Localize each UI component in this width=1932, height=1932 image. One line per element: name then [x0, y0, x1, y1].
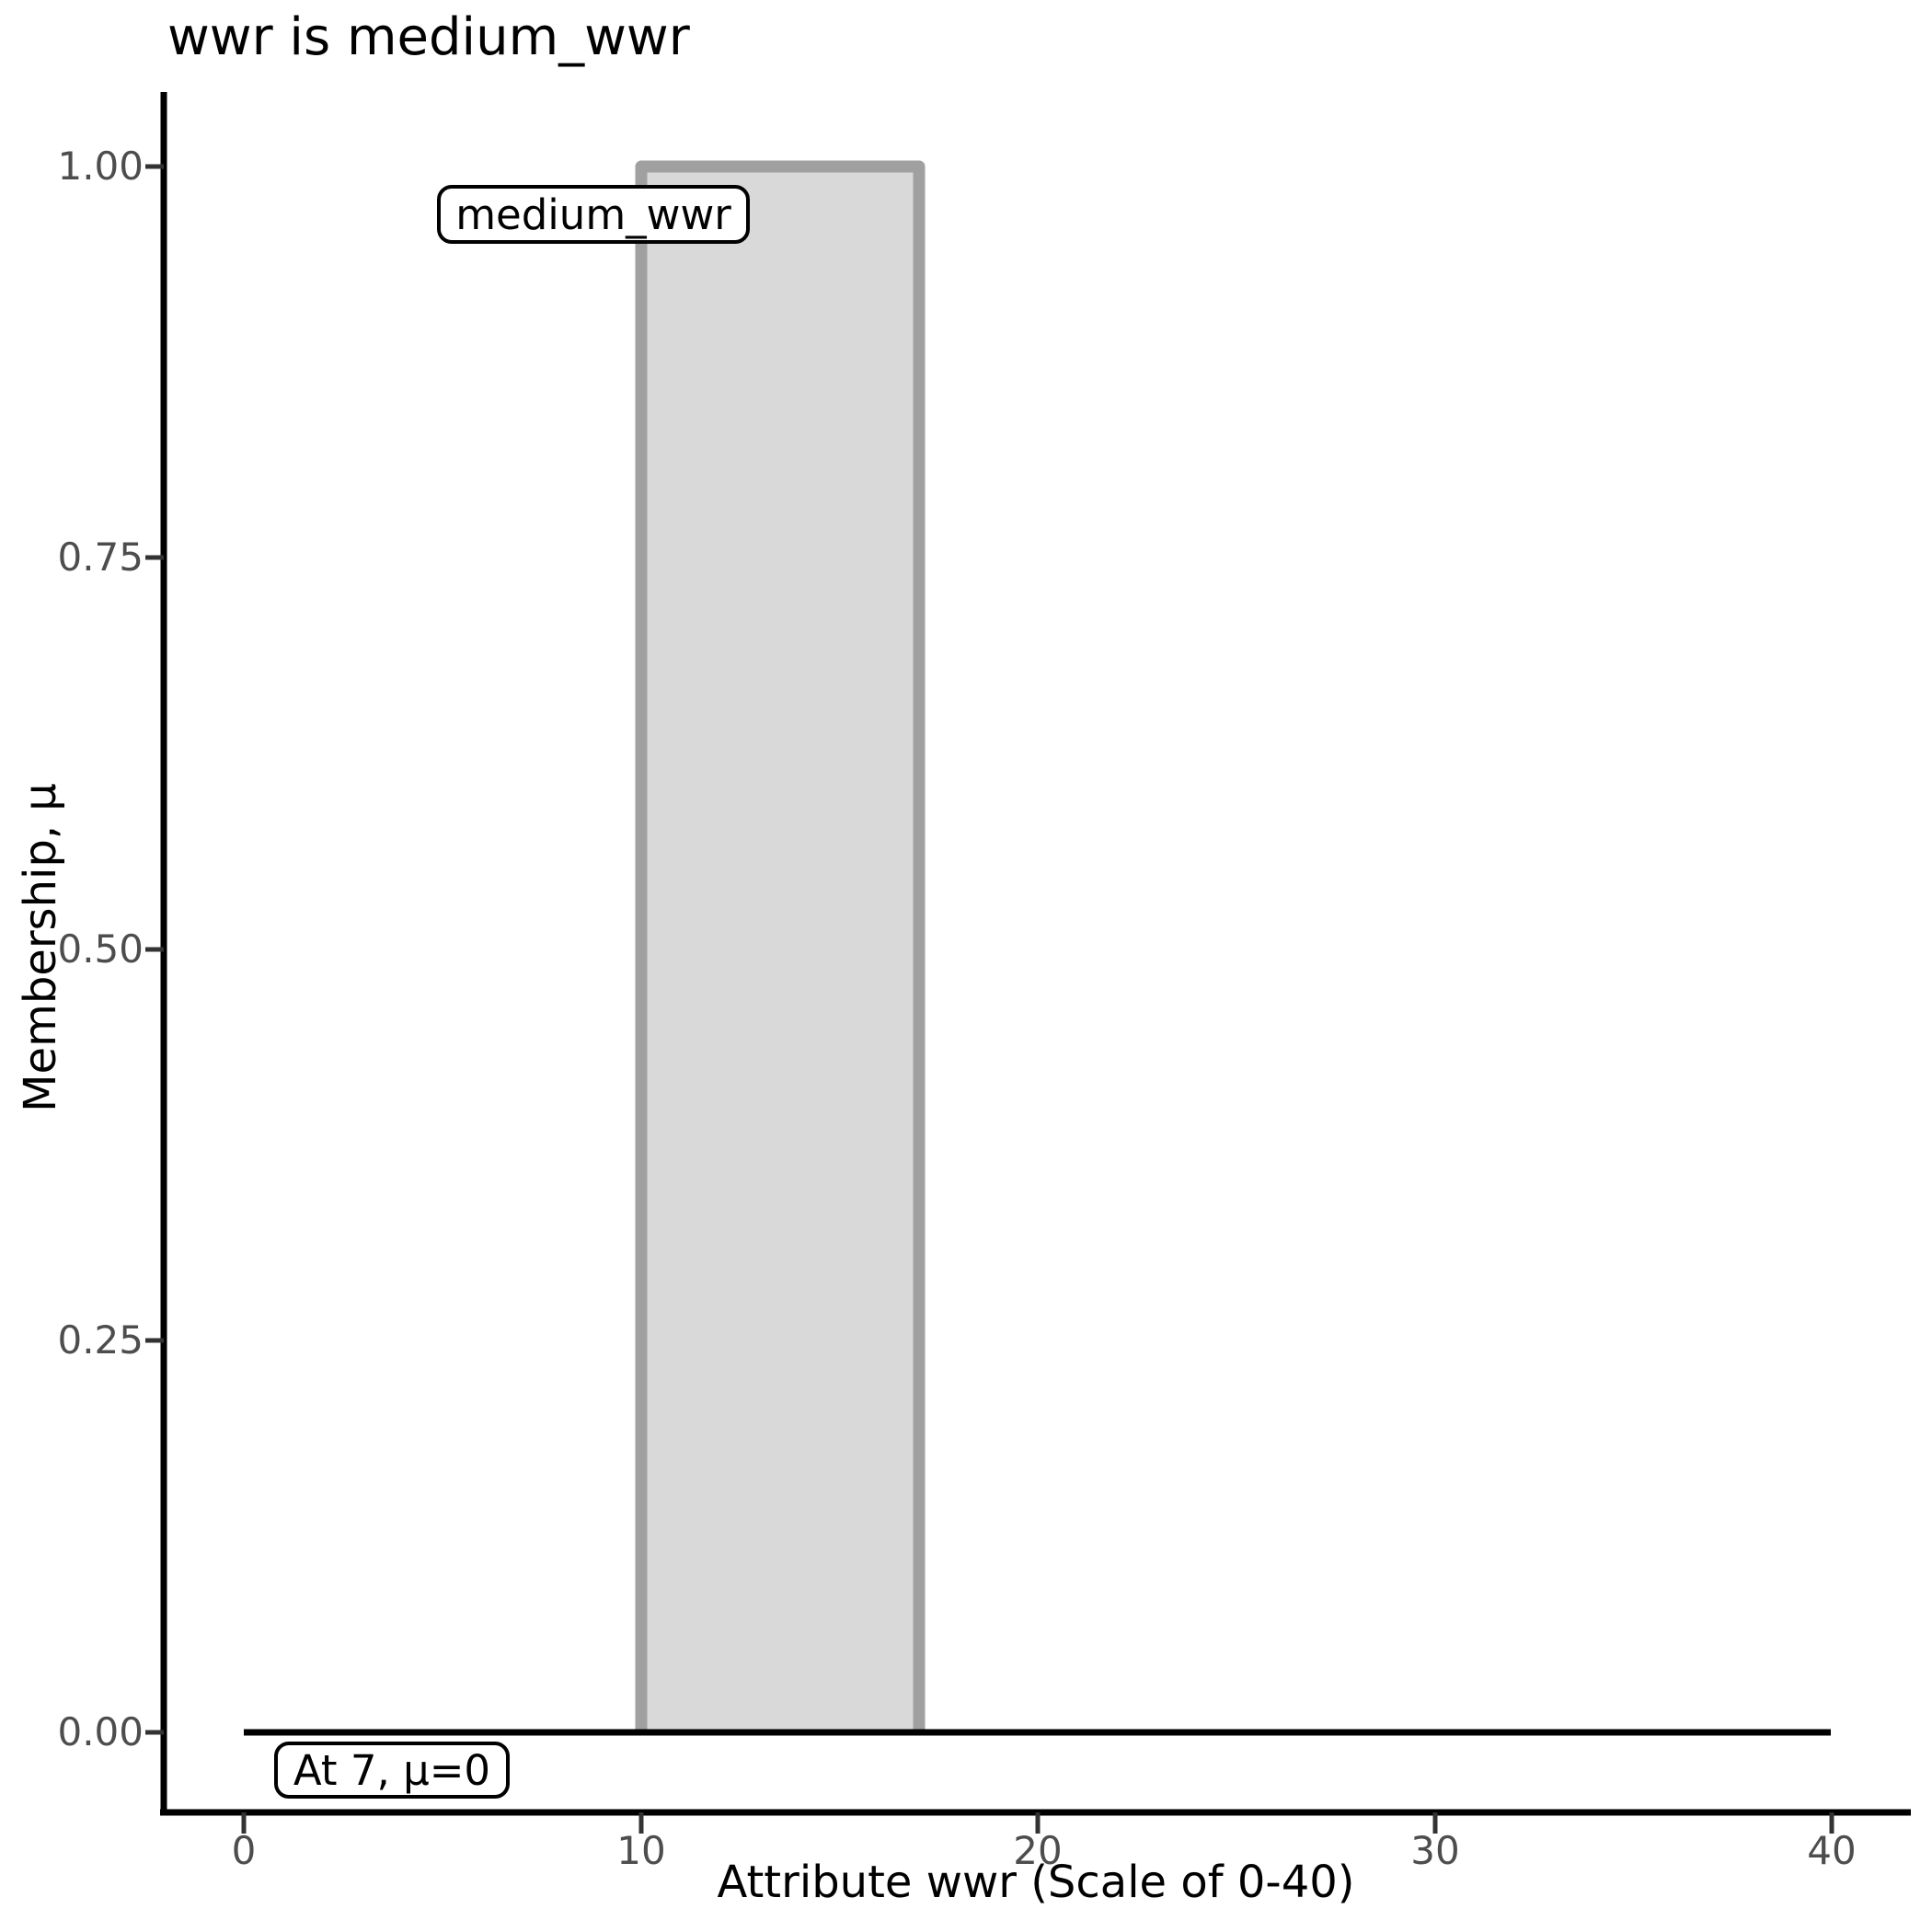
annotation-point-label-text: At 7, μ=0 — [293, 1745, 491, 1795]
x-tick-label-30: 30 — [1410, 1828, 1460, 1873]
x-axis-title: Attribute wwr (Scale of 0-40) — [717, 1857, 1355, 1908]
y-tick-label-0.25: 0.25 — [57, 1317, 144, 1363]
annotation-point-label: At 7, μ=0 — [274, 1742, 510, 1799]
x-tick-label-40: 40 — [1807, 1828, 1857, 1873]
y-axis-title: Membership, μ — [15, 783, 66, 1112]
x-tick-label-20: 20 — [1013, 1828, 1063, 1873]
annotation-set-label-text: medium_wwr — [455, 190, 731, 239]
y-tick-label-0.50: 0.50 — [57, 926, 144, 972]
y-tick-label-0.75: 0.75 — [57, 535, 144, 580]
y-tick-label-0.00: 0.00 — [57, 1709, 144, 1754]
y-tick-label-1.00: 1.00 — [57, 144, 144, 189]
x-tick-label-10: 10 — [616, 1828, 666, 1873]
membership-bar-medium-wwr — [635, 160, 926, 1732]
annotation-set-label: medium_wwr — [437, 185, 750, 244]
x-tick-label-0: 0 — [231, 1828, 257, 1873]
chart-title: wwr is medium_wwr — [167, 7, 690, 67]
